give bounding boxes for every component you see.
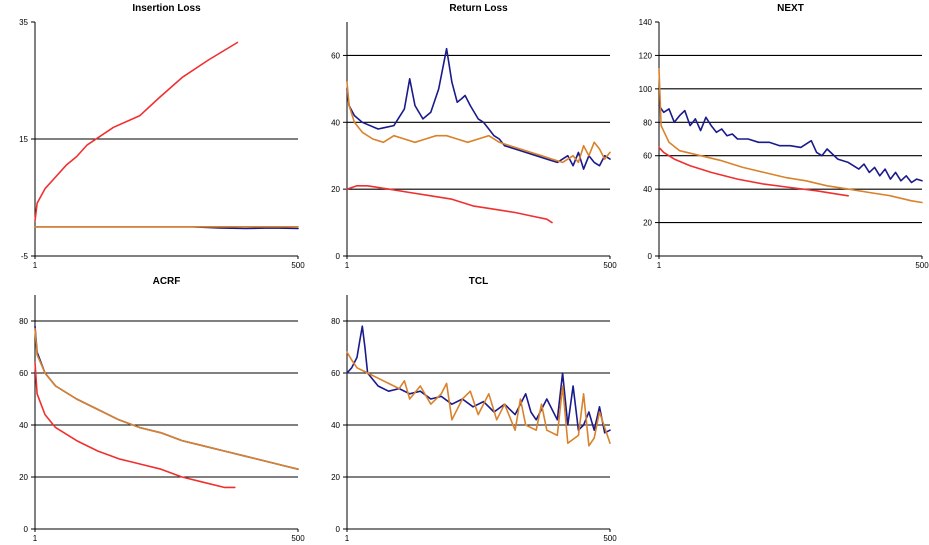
y-tick-label: 0	[336, 525, 341, 534]
y-tick-label: 80	[19, 317, 28, 326]
series-line-blue	[346, 47, 611, 170]
chart-insertion-loss: Insertion Loss -5 15 35 1 500	[0, 0, 305, 272]
y-tick-label: 20	[643, 219, 652, 228]
y-tick-label: 40	[331, 118, 340, 127]
series-line-red	[34, 361, 236, 489]
series-line-blue	[346, 325, 611, 434]
series-line-orange	[346, 81, 611, 164]
chart-svg: Return Loss 0 20 40 60 1 500	[331, 3, 617, 270]
chart-tcl: TCL 0 20 40 60 80 1 500	[312, 273, 617, 545]
chart-svg: ACRF 0 20 40 60 80 1 500	[19, 276, 305, 543]
chart-return-loss: Return Loss 0 20 40 60 1 500	[312, 0, 617, 272]
x-tick-label: 500	[915, 261, 929, 270]
y-tick-label: 0	[336, 252, 341, 261]
y-tick-label: 0	[648, 252, 653, 261]
y-tick-label: 35	[19, 18, 28, 27]
x-tick-label: 1	[33, 534, 38, 543]
y-tick-label: 60	[643, 152, 652, 161]
y-tick-label: 40	[19, 421, 28, 430]
x-tick-label: 500	[603, 261, 617, 270]
series-line-orange	[658, 68, 923, 204]
x-tick-label: 1	[33, 261, 38, 270]
chart-title: Insertion Loss	[132, 3, 201, 14]
chart-acrf: ACRF 0 20 40 60 80 1 500	[0, 273, 305, 545]
chart-title: ACRF	[153, 276, 181, 287]
series-line-red	[658, 146, 849, 197]
y-tick-label: 60	[331, 51, 340, 60]
y-tick-label: 120	[639, 51, 653, 60]
x-tick-label: 500	[291, 261, 305, 270]
y-tick-label: 60	[331, 369, 340, 378]
chart-svg: Insertion Loss -5 15 35 1 500	[19, 3, 305, 270]
y-tick-label: 20	[331, 185, 340, 194]
y-tick-label: 80	[643, 118, 652, 127]
x-tick-label: 1	[345, 534, 350, 543]
chart-next: NEXT 0 20 40 60 80 100 120 140 1 500	[624, 0, 929, 272]
chart-title: Return Loss	[449, 3, 508, 14]
y-tick-label: 40	[331, 421, 340, 430]
y-tick-label: 80	[331, 317, 340, 326]
y-tick-label: 15	[19, 135, 28, 144]
series-line-orange	[34, 328, 299, 470]
y-tick-label: 20	[19, 473, 28, 482]
y-tick-label: -5	[21, 252, 29, 261]
series-line-blue	[658, 104, 923, 184]
y-tick-label: 60	[19, 369, 28, 378]
series-line-red	[34, 41, 239, 222]
x-tick-label: 1	[657, 261, 662, 270]
series-line-red	[346, 185, 553, 224]
chart-title: TCL	[469, 276, 488, 287]
y-tick-label: 140	[639, 18, 653, 27]
y-tick-label: 100	[639, 85, 653, 94]
x-tick-label: 500	[291, 534, 305, 543]
chart-svg: NEXT 0 20 40 60 80 100 120 140 1 500	[639, 3, 929, 270]
series-line-orange	[346, 351, 611, 447]
y-tick-label: 20	[331, 473, 340, 482]
y-tick-label: 40	[643, 185, 652, 194]
chart-svg: TCL 0 20 40 60 80 1 500	[331, 276, 617, 543]
y-tick-label: 0	[24, 525, 29, 534]
x-tick-label: 1	[345, 261, 350, 270]
x-tick-label: 500	[603, 534, 617, 543]
chart-title: NEXT	[777, 3, 804, 14]
